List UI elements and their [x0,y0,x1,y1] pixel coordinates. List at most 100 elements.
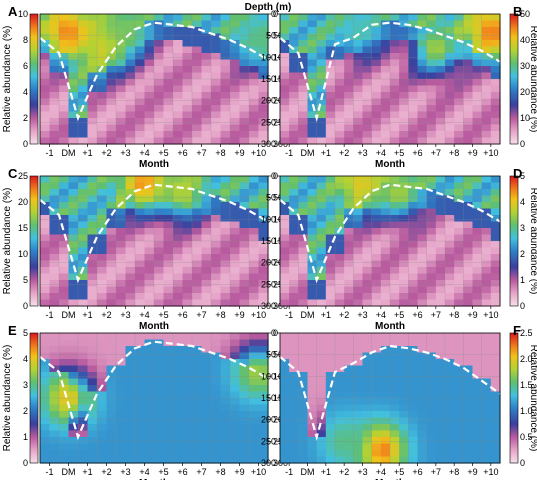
heatmap-cell [201,299,212,307]
heatmap-cell [390,66,400,74]
heatmap-cell [490,359,501,367]
heatmap-cell [307,372,318,380]
heatmap-cell [192,286,203,294]
heatmap-cell [249,59,260,67]
heatmap-cell [49,72,60,80]
heatmap-cell [249,27,260,35]
heatmap-cell [481,404,492,412]
x-tick-label: +7 [431,310,441,320]
heatmap-cell [106,72,117,80]
heatmap-cell [335,202,345,210]
heatmap-cell [435,260,446,268]
heatmap-cell [316,430,327,438]
heatmap-cell [135,98,146,106]
heatmap-cell [344,59,354,67]
heatmap-cell [163,254,174,262]
heatmap-cell [426,208,437,216]
heatmap-cell [135,59,146,67]
heatmap-cell [135,424,146,432]
heatmap-cell [106,66,117,74]
heatmap-cell [97,424,108,432]
heatmap-cell [390,339,400,347]
heatmap-cell [211,280,222,288]
heatmap-cell [472,228,483,236]
heatmap-cell [325,267,336,275]
heatmap-cell [481,333,492,341]
heatmap-cell [116,124,127,132]
heatmap-cell [258,437,269,445]
heatmap-cell [49,33,60,41]
heatmap-cell [201,430,212,438]
heatmap-cell [445,176,455,184]
heatmap-cell [249,118,260,126]
heatmap-cell [135,411,146,419]
heatmap-cell [97,228,108,236]
heatmap-cell [201,176,212,184]
heatmap-cell [307,273,318,281]
heatmap-cell [280,430,290,438]
heatmap-cell [49,299,60,307]
heatmap-cell [344,424,354,432]
heatmap-cell [68,118,79,126]
heatmap-cell [344,365,354,373]
heatmap-cell [258,182,269,190]
heatmap-cell [417,53,428,61]
heatmap-cell [454,443,464,451]
heatmap-cell [289,404,299,412]
heatmap-cell [371,280,382,288]
colorbar-tick-label: 1 [23,432,28,442]
heatmap-cell [49,118,60,126]
heatmap-cell [201,247,212,255]
heatmap-cell [316,72,327,80]
heatmap-cell [258,260,269,268]
heatmap-cell [454,59,464,67]
heatmap-cell [59,417,70,425]
heatmap-cell [280,40,290,48]
heatmap-cell [325,417,336,425]
heatmap-cell [201,85,212,93]
heatmap-cell [481,33,492,41]
heatmap-cell [239,404,250,412]
heatmap-cell [472,189,483,197]
heatmap-cell [435,111,446,119]
heatmap-cell [316,228,327,236]
heatmap-cell [417,215,428,223]
heatmap-cell [435,46,446,54]
heatmap-cell [408,202,419,210]
heatmap-cell [316,182,327,190]
heatmap-cell [192,27,203,35]
x-tick-label: +4 [139,310,149,320]
heatmap-cell [144,299,155,307]
heatmap-cell [399,241,409,249]
heatmap-cell [289,176,299,184]
heatmap-cell [239,280,250,288]
heatmap-cell [298,424,309,432]
heatmap-cell [426,333,437,341]
heatmap-cell [463,456,474,464]
heatmap-cell [417,202,428,210]
heatmap-cell [371,378,382,386]
heatmap-cell [125,118,136,126]
heatmap-cell [280,260,290,268]
heatmap-cell [417,443,428,451]
heatmap-cell [307,280,318,288]
heatmap-cell [280,72,290,80]
heatmap-cell [399,176,409,184]
heatmap-cell [335,176,345,184]
heatmap-cell [408,247,419,255]
heatmap-cell [298,280,309,288]
heatmap-cell [116,221,127,229]
heatmap-cell [454,398,464,406]
heatmap-cell [40,443,51,451]
heatmap-cell [289,221,299,229]
heatmap-cell [298,365,309,373]
heatmap-cell [490,424,501,432]
heatmap-cell [144,208,155,216]
heatmap-cell [454,111,464,119]
heatmap-cell [173,267,184,275]
heatmap-cell [249,85,260,93]
heatmap-cell [59,411,70,419]
heatmap-cell [472,456,483,464]
heatmap-cell [280,333,290,341]
heatmap-cell [87,352,98,360]
